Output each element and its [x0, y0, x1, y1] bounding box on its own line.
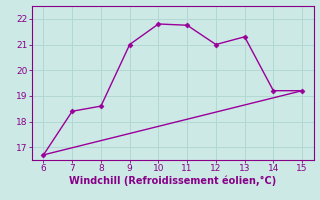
X-axis label: Windchill (Refroidissement éolien,°C): Windchill (Refroidissement éolien,°C): [69, 176, 276, 186]
